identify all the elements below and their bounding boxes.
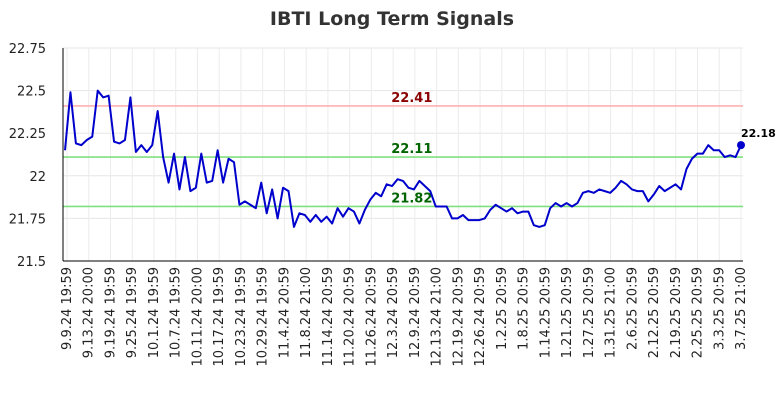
x-tick-group: 2.25.25 20:59 [691,267,706,358]
x-tick-label: 10.1.24 19:59 [147,267,162,358]
x-tick-label: 1.8.25 20:59 [517,267,532,350]
price-series-line [64,89,742,228]
x-tick-label: 11.8.24 21:00 [299,267,314,358]
x-tick-label: 10.29.24 19:59 [256,267,271,367]
x-tick-group: 10.11.24 20:00 [190,267,205,367]
x-tick-group: 11.4.24 20:59 [277,267,292,358]
last-point-dot [737,141,745,150]
x-tick-label: 9.25.24 19:59 [125,267,140,358]
x-tick-group: 1.2.25 20:59 [495,267,510,350]
x-tick-label: 11.14.24 20:59 [321,267,336,367]
x-tick-group: 2.19.25 20:59 [669,267,684,358]
x-tick-label: 9.9.24 19:59 [60,267,75,350]
x-tick-label: 10.17.24 19:59 [212,267,227,367]
x-tick-group: 11.8.24 21:00 [299,267,314,358]
x-tick-label: 3.3.25 20:59 [712,267,727,350]
chart-title: IBTI Long Term Signals [270,8,514,30]
x-tick-group: 11.20.24 20:59 [343,267,358,367]
x-tick-label: 2.25.25 20:59 [691,267,706,358]
x-tick-group: 12.13.24 21:00 [430,267,445,367]
x-tick-group: 12.19.24 20:59 [451,267,466,367]
reference-line-label: 21.82 [391,191,432,206]
x-tick-label: 12.9.24 20:59 [408,267,423,358]
x-tick-label: 12.19.24 20:59 [451,267,466,367]
x-tick-group: 1.8.25 20:59 [517,267,532,350]
x-tick-label: 12.26.24 20:59 [473,267,488,367]
x-tick-label: 11.4.24 20:59 [277,267,292,358]
x-tick-label: 10.7.24 19:59 [169,267,184,358]
y-tick-label: 22.5 [17,85,46,100]
y-tick-label: 22 [29,170,46,185]
x-tick-group: 9.25.24 19:59 [125,267,140,358]
reference-line-label: 22.11 [391,142,432,157]
x-tick-group: 9.19.24 19:59 [103,267,118,358]
x-tick-labels: 9.9.24 19:59 9.13.24 20:00 9.19.24 19:59 9.… [60,267,749,367]
x-tick-group: 2.6.25 20:59 [625,267,640,350]
x-tick-group: 11.26.24 20:59 [364,267,379,367]
y-tick-labels: 21.5 21.75 22 22.25 22.5 22.75 [9,42,46,270]
x-tick-group: 10.17.24 19:59 [212,267,227,367]
x-tick-group: 10.29.24 19:59 [256,267,271,367]
x-tick-group: 1.14.25 20:59 [538,267,553,358]
x-tick-group: 10.23.24 19:59 [234,267,249,367]
x-tick-group: 11.14.24 20:59 [321,267,336,367]
x-tick-label: 1.14.25 20:59 [538,267,553,358]
x-tick-group: 9.9.24 19:59 [60,267,75,350]
x-tick-label: 3.7.25 21:00 [734,267,749,350]
x-tick-group: 2.12.25 20:59 [647,267,662,358]
x-tick-group: 12.3.24 20:59 [386,267,401,358]
x-tick-label: 2.19.25 20:59 [669,267,684,358]
x-tick-label: 11.20.24 20:59 [343,267,358,367]
last-point-marker: 22.18 [737,127,776,150]
y-tick-label: 21.5 [17,255,46,270]
x-tick-group: 9.13.24 20:00 [82,267,97,358]
x-tick-group: 3.7.25 21:00 [734,267,749,350]
x-tick-group: 10.7.24 19:59 [169,267,184,358]
x-tick-group: 3.3.25 20:59 [712,267,727,350]
x-tick-label: 1.21.25 20:59 [560,267,575,358]
y-tick-label: 22.25 [9,127,46,142]
x-tick-group: 1.21.25 20:59 [560,267,575,358]
y-tick-label: 21.75 [9,212,46,227]
x-tick-label: 12.3.24 20:59 [386,267,401,358]
x-tick-label: 1.27.25 20:59 [582,267,597,358]
x-tick-group: 1.31.25 21:00 [604,267,619,358]
x-tick-label: 11.26.24 20:59 [364,267,379,367]
x-tick-label: 2.6.25 20:59 [625,267,640,350]
reference-lines: 22.41 22.11 21.82 [63,91,743,208]
x-tick-group: 10.1.24 19:59 [147,267,162,358]
x-tick-label: 10.11.24 20:00 [190,267,205,367]
x-tick-label: 12.13.24 21:00 [430,267,445,367]
axes [62,48,743,262]
x-tick-group: 12.26.24 20:59 [473,267,488,367]
x-tick-group: 12.9.24 20:59 [408,267,423,358]
y-tick-label: 22.75 [9,42,46,57]
x-tick-label: 10.23.24 19:59 [234,267,249,367]
x-tick-label: 1.2.25 20:59 [495,267,510,350]
x-tick-label: 9.19.24 19:59 [103,267,118,358]
last-point-label: 22.18 [741,127,776,140]
x-tick-label: 1.31.25 21:00 [604,267,619,358]
x-tick-group: 1.27.25 20:59 [582,267,597,358]
series-layer [64,89,742,228]
reference-line-label: 22.41 [391,91,432,106]
x-tick-label: 2.12.25 20:59 [647,267,662,358]
x-tick-label: 9.13.24 20:00 [82,267,97,358]
